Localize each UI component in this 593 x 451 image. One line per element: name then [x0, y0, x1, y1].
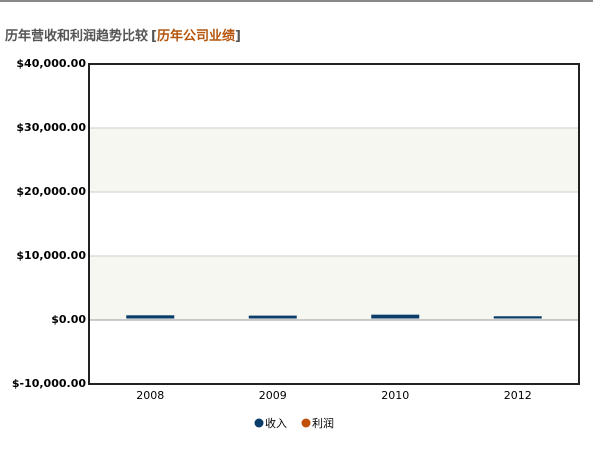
bar: [126, 315, 175, 319]
y-tick-label: $20,000.00: [16, 185, 86, 198]
x-tick-label: 2010: [381, 389, 409, 402]
y-tick-label: $40,000.00: [16, 57, 86, 70]
legend-label: 利润: [312, 416, 334, 430]
plot-border: [88, 63, 580, 385]
y-tick-label: $30,000.00: [16, 121, 86, 134]
x-tick-label: 2008: [136, 389, 164, 402]
chart-title: 历年营收和利润趋势比较 [历年公司业绩]: [5, 28, 241, 44]
plot-band: [89, 256, 579, 320]
x-tick-label: 2009: [259, 389, 287, 402]
legend-marker: [254, 418, 264, 428]
legend-marker: [301, 418, 311, 428]
title-link[interactable]: 历年公司业绩: [157, 28, 235, 44]
bracket: [: [151, 29, 157, 44]
y-tick-label: $-10,000.00: [12, 377, 86, 390]
bracket: ]: [235, 29, 241, 44]
y-tick-label: $10,000.00: [16, 249, 86, 262]
plot-band: [89, 128, 579, 192]
y-tick-label: $0.00: [51, 313, 86, 326]
title-text: 历年营收和利润趋势比较: [5, 28, 148, 44]
bar: [371, 314, 420, 319]
bar: [248, 315, 297, 319]
x-tick-label: 2012: [504, 389, 532, 402]
legend-label: 收入: [265, 416, 287, 430]
bar: [493, 316, 542, 319]
